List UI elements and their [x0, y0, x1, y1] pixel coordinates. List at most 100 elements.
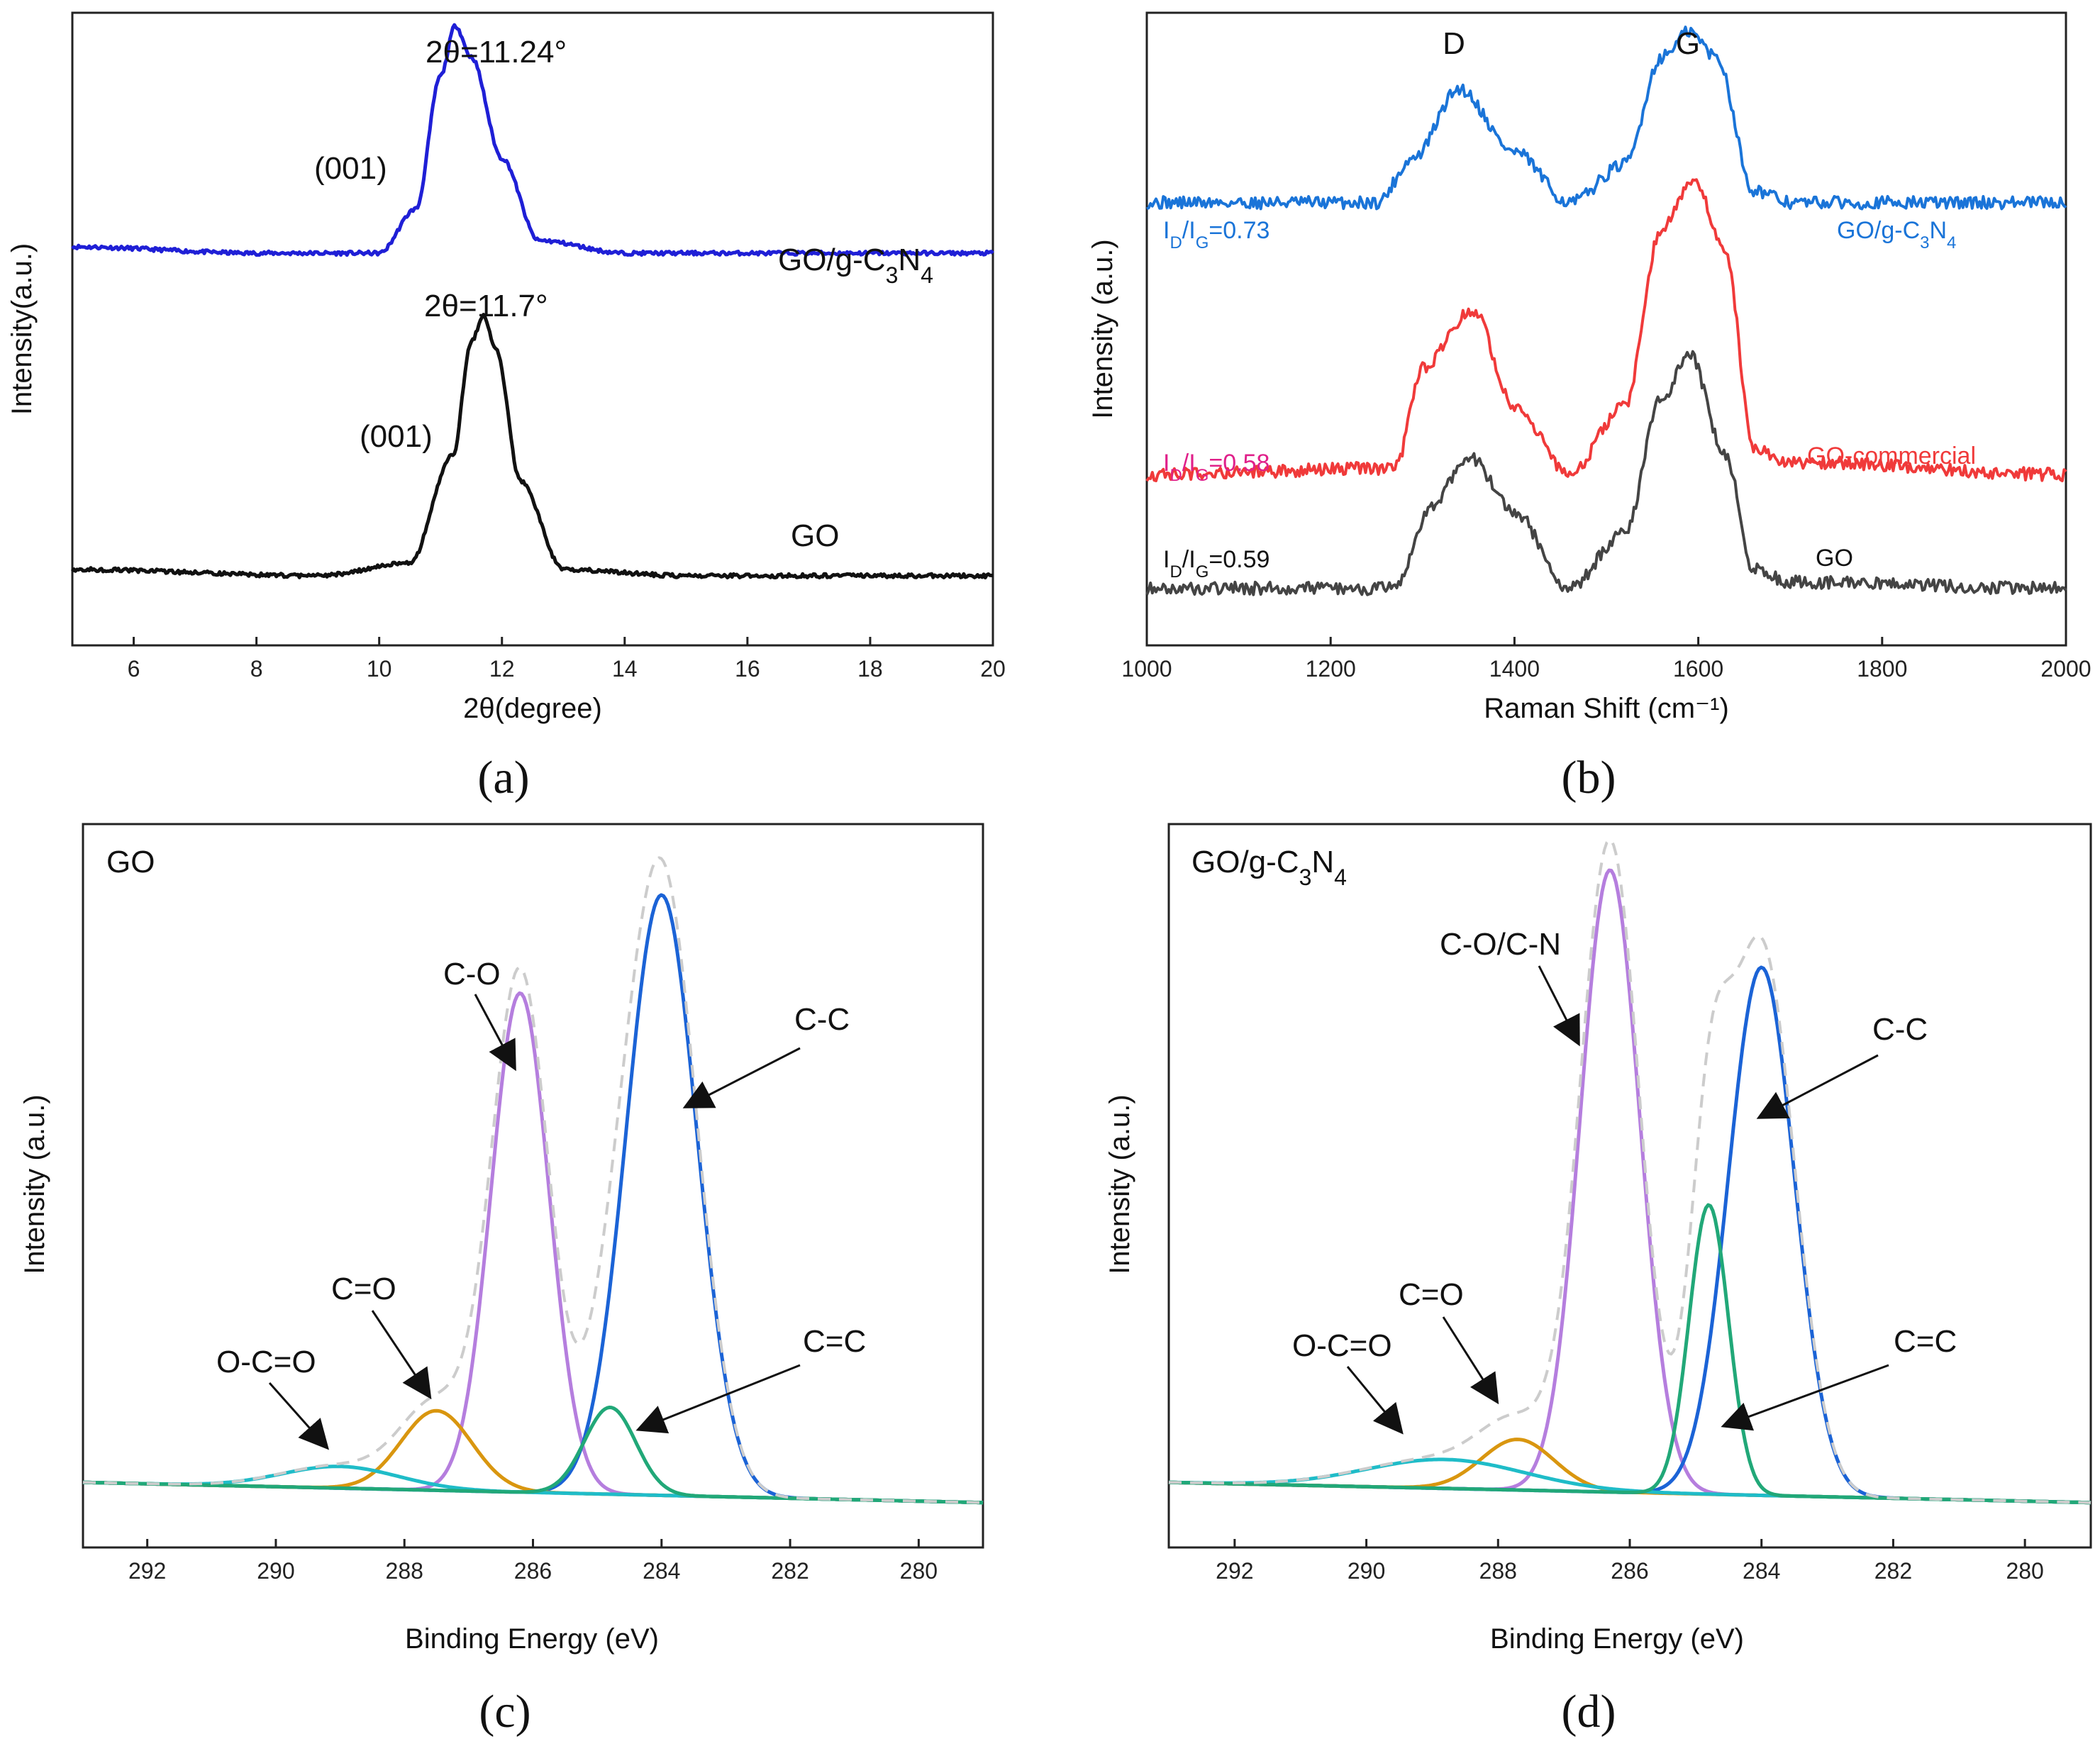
envelope-line [1168, 838, 2091, 1504]
peak-label-c-c: C-C [1872, 1012, 1928, 1047]
sample-label: GO [106, 845, 155, 879]
x-tick-label: 288 [1479, 1558, 1517, 1584]
ratio-label-top: ID/IG=0.73 [1163, 217, 1270, 252]
series-group [1145, 26, 2067, 596]
ratio-label-mid: ID/IG=0.58 [1163, 450, 1270, 485]
series-label-bottom: GO [1816, 545, 1853, 572]
arrow-c-dbl-c [1721, 1364, 1889, 1431]
band-label-g: G [1676, 26, 1700, 61]
series-line-go [1145, 350, 2067, 596]
arrow-c-dbl-o [371, 1310, 432, 1399]
x-tick-label: 284 [1743, 1558, 1780, 1584]
x-axis-label: Raman Shift (cm⁻¹) [1484, 693, 1729, 724]
panel-label: (d) [1562, 1686, 1616, 1738]
series-line-go-gc3n4 [71, 23, 994, 257]
x-tick-label: 6 [128, 656, 140, 682]
x-tick-label: 286 [514, 1558, 552, 1584]
plot-frame [82, 823, 984, 1549]
x-tick-label: 286 [1611, 1558, 1648, 1584]
arrow-o-c-o [1346, 1366, 1404, 1435]
y-axis-label: Intensity (a.u.) [1104, 1094, 1135, 1274]
x-tick-label: 14 [612, 656, 638, 682]
x-ticks: 292 290 288 286 284 282 280 [1216, 1539, 2044, 1584]
series-label-mid: GO-commercial [1807, 443, 1976, 469]
panel-label: (c) [479, 1686, 530, 1738]
peak-line-c-dbl-c [82, 1406, 984, 1505]
x-tick-label: 280 [2006, 1558, 2043, 1584]
peak-line-c-o [82, 991, 984, 1505]
x-tick-label: 1600 [1673, 656, 1723, 682]
arrow-o-c-o [268, 1382, 329, 1450]
peak-label-c-dbl-c: C=C [803, 1324, 866, 1359]
x-tick-label: 290 [1348, 1558, 1385, 1584]
peak-annotation-top: 2θ=11.24° [426, 35, 567, 70]
peak-annotation-bottom: 2θ=11.7° [424, 289, 548, 323]
arrow-c-c [682, 1047, 801, 1108]
x-axis-label: Binding Energy (eV) [405, 1623, 659, 1655]
panel-label: (b) [1562, 752, 1616, 804]
peak-label-c-o: C-O [443, 957, 501, 991]
arrow-c-o [474, 994, 516, 1072]
x-tick-label: 2000 [2040, 656, 2091, 682]
panel-a-xrd: 6 8 10 12 14 16 18 20 2θ=11.24° (001) GO/g-C3N4… [6, 11, 1006, 804]
series-line-go-commercial [1145, 178, 2067, 482]
plane-annotation-top: (001) [314, 151, 387, 186]
series-line-go [70, 313, 994, 579]
x-tick-label: 8 [250, 656, 263, 682]
peak-line-c-dbl-o [82, 1408, 984, 1505]
series-group [1168, 838, 2091, 1505]
x-tick-label: 18 [857, 656, 883, 682]
arrow-c-dbl-c [635, 1364, 801, 1434]
series-line-go-gc3n4 [1146, 26, 2067, 211]
plane-annotation-bottom: (001) [360, 419, 433, 454]
series-label-top: GO/g-C3N4 [778, 243, 933, 288]
x-tick-label: 10 [367, 656, 392, 682]
peak-line-o-c-o [1168, 1457, 2091, 1505]
arrow-c-dbl-o [1442, 1316, 1499, 1405]
panel-d-xps-go-gc3n4: 292 290 288 286 284 282 280 GO/g-C3N4 C-O/C-N … [1104, 823, 2092, 1738]
x-tick-label: 16 [735, 656, 760, 682]
x-tick-label: 284 [643, 1558, 680, 1584]
y-axis-label: Intensity(a.u.) [6, 243, 38, 415]
peak-label-c-c: C-C [794, 1002, 850, 1037]
arrow-c-c [1756, 1054, 1879, 1119]
x-axis-label: Binding Energy (eV) [1490, 1623, 1744, 1655]
panel-b-raman: 1000 1200 1400 1600 1800 2000 D G ID/IG=0.73 … [1087, 11, 2091, 804]
x-tick-label: 282 [771, 1558, 809, 1584]
peak-line-c-c [1168, 965, 2091, 1505]
arrow-c-o-c-n [1538, 965, 1580, 1047]
peak-line-c-o-c-n [1168, 868, 2091, 1505]
x-tick-label: 288 [386, 1558, 423, 1584]
x-tick-label: 282 [1874, 1558, 1912, 1584]
x-tick-label: 292 [1216, 1558, 1253, 1584]
y-axis-label: Intensity (a.u.) [19, 1094, 50, 1274]
panel-c-xps-go: 292 290 288 286 284 282 280 GO C-O C-C C=O O-C… [19, 823, 984, 1738]
peak-line-c-c [82, 893, 984, 1505]
ratio-label-bottom: ID/IG=0.59 [1163, 546, 1270, 582]
series-label-top: GO/g-C3N4 [1837, 217, 1956, 252]
sample-label: GO/g-C3N4 [1191, 845, 1347, 890]
series-group [70, 23, 994, 579]
x-tick-label: 280 [900, 1558, 938, 1584]
band-label-d: D [1443, 26, 1465, 61]
plot-frame [1167, 823, 2092, 1549]
plot-frame [1145, 11, 2067, 647]
envelope-line [82, 856, 984, 1504]
peak-label-c-dbl-c: C=C [1894, 1324, 1957, 1359]
panel-label: (a) [477, 752, 529, 804]
y-axis-label: Intensity (a.u.) [1087, 239, 1118, 418]
x-tick-label: 1400 [1489, 656, 1540, 682]
x-ticks: 1000 1200 1400 1600 1800 2000 [1121, 637, 2091, 682]
plot-frame [71, 11, 994, 647]
x-tick-label: 290 [257, 1558, 294, 1584]
peak-label-c-dbl-o: C=O [331, 1272, 396, 1306]
peak-label-c-dbl-o: C=O [1399, 1277, 1464, 1312]
series-group [82, 856, 984, 1505]
x-tick-label: 20 [980, 656, 1006, 682]
series-label-bottom: GO [791, 518, 839, 553]
peak-label-o-c-o: O-C=O [1292, 1328, 1392, 1363]
x-ticks: 6 8 10 12 14 16 18 20 [128, 637, 1006, 682]
x-tick-label: 1200 [1306, 656, 1356, 682]
x-axis-label: 2θ(degree) [463, 693, 602, 724]
